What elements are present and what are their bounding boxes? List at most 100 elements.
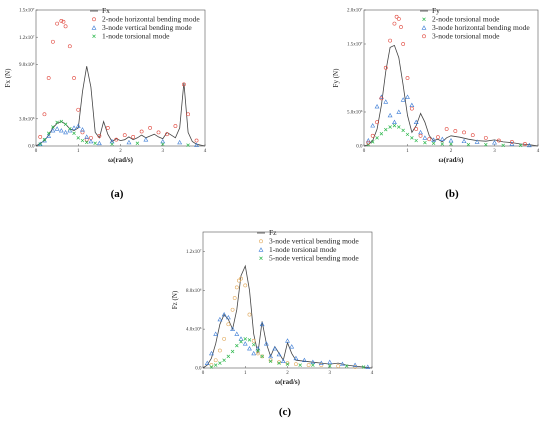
data-point-a-1 — [63, 24, 68, 29]
data-point-a-3 — [59, 119, 64, 124]
legend-swatch-b-1 — [422, 17, 426, 22]
x-tick-label-c: 3 — [329, 371, 332, 376]
data-point-a-3 — [84, 140, 89, 145]
data-point-a-2 — [71, 125, 77, 130]
data-point-a-1 — [76, 107, 81, 112]
x-tick-label-a: 2 — [119, 149, 122, 154]
data-point-a-1 — [46, 76, 51, 80]
data-point-a-1 — [55, 21, 60, 26]
data-point-c-1 — [213, 358, 218, 363]
data-point-a-1 — [97, 134, 102, 138]
y-tick-label-b: 0.0 — [356, 145, 363, 150]
data-point-a-1 — [181, 82, 186, 87]
data-point-a-3 — [186, 143, 190, 147]
data-point-c-2 — [204, 360, 210, 365]
data-point-b-3 — [396, 16, 401, 21]
panel-label-b: (b) — [445, 188, 459, 200]
data-point-b-1 — [466, 142, 471, 147]
data-point-b-2 — [439, 136, 445, 142]
data-point-c-2 — [352, 362, 358, 367]
data-point-b-1 — [410, 136, 414, 140]
y-tick-label-c: 8.0x10⁶ — [186, 288, 202, 294]
data-point-c-3 — [235, 343, 239, 348]
data-point-a-2 — [67, 128, 73, 133]
legend-swatch-c-1 — [259, 239, 263, 244]
data-point-c-2 — [234, 331, 240, 336]
legend-swatch-a-3 — [92, 34, 96, 39]
series-line-b-0 — [363, 44, 539, 147]
data-point-b-1 — [388, 125, 392, 129]
data-point-c-3 — [243, 337, 247, 341]
data-point-c-2 — [247, 346, 252, 351]
data-point-c-1 — [336, 364, 341, 368]
data-point-b-3 — [401, 42, 406, 46]
legend-entry-c-1: 3-node vertical bending mode — [269, 237, 359, 246]
data-point-c-1 — [247, 312, 252, 317]
data-point-b-1 — [392, 123, 397, 128]
y-tick-label-b: 1.5x10⁷ — [347, 42, 363, 48]
data-point-c-1 — [217, 348, 222, 353]
data-point-c-2 — [268, 353, 274, 359]
y-tick-label-a: 1.5x10⁷ — [19, 8, 35, 14]
data-point-c-1 — [222, 336, 227, 341]
legend-entry-b-0: Fy — [432, 6, 440, 15]
y-tick-label-a: 0.0 — [28, 145, 35, 150]
series-line-c-0 — [202, 264, 373, 369]
data-point-b-2 — [405, 94, 410, 99]
legend-entry-c-3: 5-node vertical bending mode — [269, 254, 359, 263]
y-tick-label-b: 5.0x10⁶ — [347, 110, 363, 116]
data-point-a-2 — [58, 128, 64, 133]
data-point-b-1 — [405, 132, 410, 137]
data-point-c-1 — [353, 365, 358, 369]
data-point-a-2 — [126, 139, 132, 145]
panel-c-fz-chart: 0 1 2 3 4 0.0 4.0x10⁶ 8.0x10⁶ 1.2x10⁷ ω(rad/s) Fz … — [171, 228, 374, 418]
data-point-c-1 — [243, 283, 248, 288]
x-axis-label-b: ω(rad/s) — [439, 156, 465, 164]
legend-swatch-a-1 — [92, 17, 96, 22]
data-point-a-1 — [84, 137, 89, 142]
data-point-a-2 — [177, 139, 183, 145]
data-point-b-1 — [384, 127, 388, 132]
data-point-b-1 — [440, 142, 445, 146]
data-point-c-2 — [301, 357, 307, 363]
data-point-b-3 — [418, 133, 423, 138]
data-point-b-2 — [387, 112, 393, 118]
data-point-a-1 — [186, 112, 191, 117]
data-point-a-3 — [161, 142, 165, 146]
data-point-a-2 — [80, 127, 85, 132]
data-point-b-2 — [431, 137, 437, 142]
data-point-b-2 — [365, 138, 371, 143]
data-point-b-1 — [431, 141, 436, 146]
y-tick-label-c: 4.0x10⁶ — [186, 327, 202, 333]
data-point-b-3 — [405, 76, 410, 80]
x-tick-label-b: 3 — [493, 149, 496, 154]
data-point-a-3 — [72, 131, 76, 136]
data-point-b-2 — [400, 97, 406, 102]
data-point-a-2 — [194, 142, 199, 147]
data-point-c-3 — [311, 363, 315, 367]
legend-entry-b-2: 3-node horizontal bending mode — [432, 23, 530, 32]
data-point-b-1 — [401, 128, 405, 133]
data-point-b-2 — [526, 142, 532, 148]
data-point-b-1 — [375, 136, 379, 140]
y-tick-label-b: 2.0x10⁷ — [347, 8, 363, 14]
data-point-a-3 — [93, 141, 97, 146]
data-point-c-1 — [234, 285, 239, 290]
x-axis-label-a: ω(rad/s) — [108, 156, 134, 164]
y-tick-label-a: 3.0x10⁶ — [19, 116, 35, 122]
data-point-a-1 — [42, 112, 47, 117]
data-point-c-2 — [221, 312, 227, 317]
data-point-c-3 — [361, 365, 366, 369]
data-point-a-2 — [46, 133, 52, 138]
panel-label-a: (a) — [111, 188, 124, 200]
data-point-a-3 — [68, 127, 72, 131]
data-point-b-2 — [422, 135, 428, 140]
data-point-b-3 — [414, 127, 419, 131]
data-point-a-1 — [59, 18, 64, 23]
data-point-a-1 — [122, 133, 127, 138]
data-point-a-2 — [37, 141, 43, 147]
data-point-b-2 — [509, 141, 515, 146]
y-axis-label-a: Fx (N) — [4, 68, 12, 88]
y-axis-label-c: Fz (N) — [171, 290, 179, 309]
